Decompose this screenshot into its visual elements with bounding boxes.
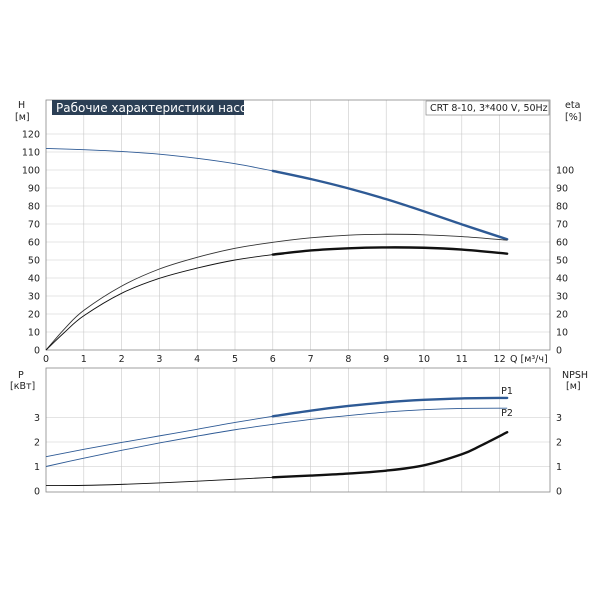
x-tick-label: 6 bbox=[270, 354, 276, 365]
y2-tick-label-npsh: 2 bbox=[556, 438, 562, 449]
y2-tick-label-eta: 40 bbox=[556, 274, 568, 285]
top-series-0-operating-range bbox=[271, 169, 509, 241]
y-tick-label-h: 40 bbox=[28, 274, 40, 285]
y2-tick-label-eta: 30 bbox=[556, 292, 568, 303]
bottom-chart-curves bbox=[45, 396, 509, 487]
y-tick-label-h: 60 bbox=[28, 238, 40, 249]
top-series-1-line bbox=[45, 233, 508, 351]
y-tick-label-h: 0 bbox=[34, 346, 40, 357]
top-series-2-operating-range bbox=[271, 246, 509, 256]
x-tick-label: 2 bbox=[119, 354, 125, 365]
y2-tick-label-npsh: 1 bbox=[556, 462, 562, 473]
bottom-chart-frame bbox=[45, 367, 551, 493]
series-label-p1: P1 bbox=[501, 386, 513, 397]
y-tick-label-p: 3 bbox=[34, 413, 40, 424]
y-tick-label-h: 10 bbox=[28, 328, 40, 339]
y2-tick-label-eta: 100 bbox=[556, 166, 574, 177]
y-tick-label-h: 20 bbox=[28, 310, 40, 321]
y-tick-label-p: 1 bbox=[34, 462, 40, 473]
y2-tick-label-eta: 70 bbox=[556, 220, 568, 231]
y-tick-label-p: 2 bbox=[34, 438, 40, 449]
y2-tick-label-eta: 60 bbox=[556, 238, 568, 249]
bottom-chart-tick-labels: 0 1 2 3 0 1 2 3 bbox=[34, 413, 562, 498]
y-tick-label-h: 80 bbox=[28, 202, 40, 213]
y-tick-label-h: 30 bbox=[28, 292, 40, 303]
y2-tick-label-eta: 80 bbox=[556, 202, 568, 213]
x-tick-label: 8 bbox=[345, 354, 351, 365]
y2-tick-label-eta: 50 bbox=[556, 256, 568, 267]
top-chart-curves bbox=[45, 147, 509, 351]
x-tick-label: 10 bbox=[418, 354, 430, 365]
bottom-series-0-operating-range bbox=[271, 396, 509, 418]
series-label-p2: P2 bbox=[501, 408, 513, 419]
bottom-series-1-line bbox=[45, 407, 508, 467]
right-axis-label-eta: eta bbox=[565, 100, 580, 111]
chart-title-background bbox=[52, 100, 244, 115]
y2-tick-label-npsh: 0 bbox=[556, 487, 562, 498]
x-tick-label: 3 bbox=[156, 354, 162, 365]
x-tick-label: 0 bbox=[43, 354, 49, 365]
y-tick-label-h: 50 bbox=[28, 256, 40, 267]
x-tick-label: 7 bbox=[308, 354, 314, 365]
bottom-chart-grid bbox=[46, 368, 550, 492]
left-axis-unit-h: [м] bbox=[15, 112, 30, 123]
right-axis-unit-npsh: [м] bbox=[566, 381, 581, 392]
right-axis-label-npsh: NPSH bbox=[562, 370, 588, 381]
x-tick-label: 11 bbox=[456, 354, 468, 365]
y-tick-label-p: 0 bbox=[34, 487, 40, 498]
x-tick-label: 1 bbox=[81, 354, 87, 365]
top-chart-tick-labels: 0 1 2 3 4 5 6 7 8 9 10 11 12010203040506070809010011… bbox=[22, 130, 574, 366]
y-tick-label-h: 100 bbox=[22, 166, 40, 177]
y-tick-label-h: 110 bbox=[22, 148, 40, 159]
y-tick-label-h: 120 bbox=[22, 130, 40, 141]
top-chart-grid bbox=[46, 100, 550, 350]
y-tick-label-h: 90 bbox=[28, 184, 40, 195]
y2-tick-label-eta: 20 bbox=[556, 310, 568, 321]
top-series-0-line bbox=[45, 147, 508, 240]
y-tick-label-h: 70 bbox=[28, 220, 40, 231]
x-tick-label: 9 bbox=[383, 354, 389, 365]
bottom-series-0-line bbox=[45, 397, 508, 458]
pump-info-box bbox=[425, 100, 550, 116]
right-axis-unit-eta: [%] bbox=[565, 112, 581, 123]
y2-tick-label-eta: 10 bbox=[556, 328, 568, 339]
y2-tick-label-eta: 90 bbox=[556, 184, 568, 195]
top-series-2-line bbox=[45, 246, 508, 351]
y2-tick-label-eta: 0 bbox=[556, 346, 562, 357]
pump-info-text: CRT 8-10, 3*400 V, 50Hz bbox=[430, 103, 548, 114]
x-tick-label: 12 bbox=[494, 354, 506, 365]
x-axis-unit: Q [м³/ч] bbox=[510, 354, 548, 365]
bottom-series-2-operating-range bbox=[271, 431, 509, 479]
x-tick-label: 5 bbox=[232, 354, 238, 365]
left-axis-label-h: H bbox=[18, 100, 25, 111]
left-axis-unit-p: [кВт] bbox=[10, 381, 35, 392]
x-tick-label: 4 bbox=[194, 354, 200, 365]
chart-title: Рабочие характеристики насоса bbox=[56, 101, 261, 115]
left-axis-label-p: P bbox=[18, 370, 24, 381]
top-chart-frame bbox=[45, 99, 551, 351]
y2-tick-label-npsh: 3 bbox=[556, 413, 562, 424]
